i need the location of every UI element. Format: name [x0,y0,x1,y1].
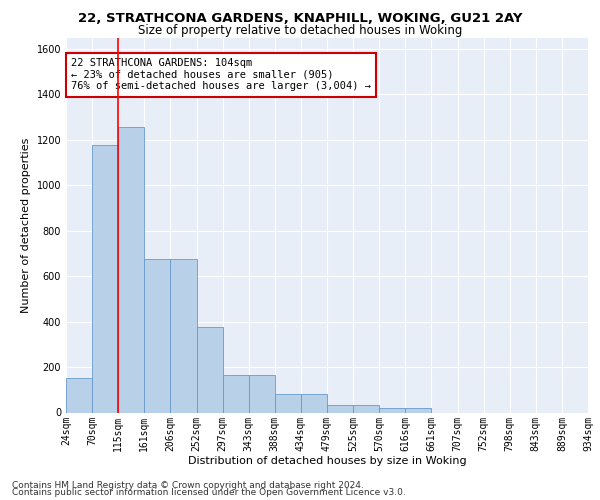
Bar [66,378,92,412]
Bar [275,394,301,412]
Text: Size of property relative to detached houses in Woking: Size of property relative to detached ho… [138,24,462,37]
Bar [327,404,353,412]
Bar [406,408,431,412]
Y-axis label: Number of detached properties: Number of detached properties [21,138,31,312]
Bar [223,375,249,412]
Text: 22 STRATHCONA GARDENS: 104sqm
← 23% of detached houses are smaller (905)
76% of : 22 STRATHCONA GARDENS: 104sqm ← 23% of d… [71,58,371,92]
Text: 22, STRATHCONA GARDENS, KNAPHILL, WOKING, GU21 2AY: 22, STRATHCONA GARDENS, KNAPHILL, WOKING… [78,12,522,26]
Bar [301,394,327,412]
Text: Contains HM Land Registry data © Crown copyright and database right 2024.: Contains HM Land Registry data © Crown c… [12,480,364,490]
X-axis label: Distribution of detached houses by size in Woking: Distribution of detached houses by size … [188,456,466,466]
Bar [145,259,170,412]
Bar [249,375,275,412]
Bar [170,259,197,412]
Bar [353,404,379,412]
Bar [118,128,145,412]
Bar [92,146,118,412]
Bar [197,328,223,412]
Text: Contains public sector information licensed under the Open Government Licence v3: Contains public sector information licen… [12,488,406,497]
Bar [379,408,406,412]
